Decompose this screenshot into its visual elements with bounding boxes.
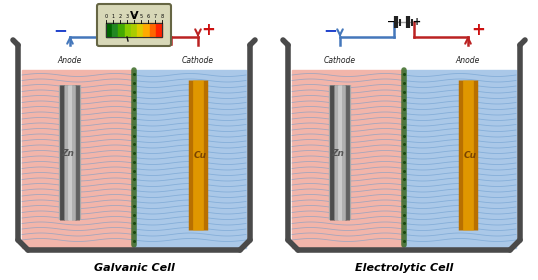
Bar (112, 23, 118, 37)
Text: 7: 7 (153, 14, 157, 19)
Bar (143, 23, 150, 37)
Text: 4: 4 (132, 14, 136, 19)
Bar (131, 23, 137, 37)
Bar (292, 70, 404, 248)
Text: Galvanic Cell: Galvanic Cell (94, 263, 174, 273)
Text: Electrolytic Cell: Electrolytic Cell (355, 263, 453, 273)
Bar (125, 23, 131, 37)
Text: 3: 3 (125, 14, 129, 19)
Bar (118, 23, 125, 37)
Bar (150, 23, 156, 37)
Text: Cu: Cu (464, 151, 477, 160)
Bar (137, 23, 143, 37)
Bar (156, 23, 162, 37)
Text: +: + (471, 21, 485, 39)
Bar (134, 70, 246, 248)
Text: Cathode: Cathode (324, 56, 356, 65)
Bar (332, 85, 348, 220)
Text: Zn: Zn (331, 148, 344, 157)
Text: Zn: Zn (61, 148, 74, 157)
Bar (22, 70, 134, 248)
Text: 2: 2 (118, 14, 122, 19)
Bar (404, 70, 516, 248)
Text: Anode: Anode (58, 56, 82, 65)
Text: Cathode: Cathode (182, 56, 214, 65)
Text: +: + (413, 17, 421, 27)
Text: Anode: Anode (456, 56, 480, 65)
FancyBboxPatch shape (97, 4, 171, 46)
Bar (106, 23, 112, 37)
Text: −: − (387, 17, 395, 27)
Text: 8: 8 (160, 14, 164, 19)
Text: −: − (53, 21, 67, 39)
Text: 1: 1 (111, 14, 115, 19)
Bar (62, 85, 78, 220)
Text: 6: 6 (146, 14, 150, 19)
Text: 0: 0 (104, 14, 108, 19)
Text: V: V (130, 11, 138, 21)
Text: +: + (201, 21, 215, 39)
Text: 5: 5 (139, 14, 143, 19)
Text: −: − (323, 21, 337, 39)
Bar (106, 23, 162, 37)
Text: Cu: Cu (194, 151, 207, 160)
